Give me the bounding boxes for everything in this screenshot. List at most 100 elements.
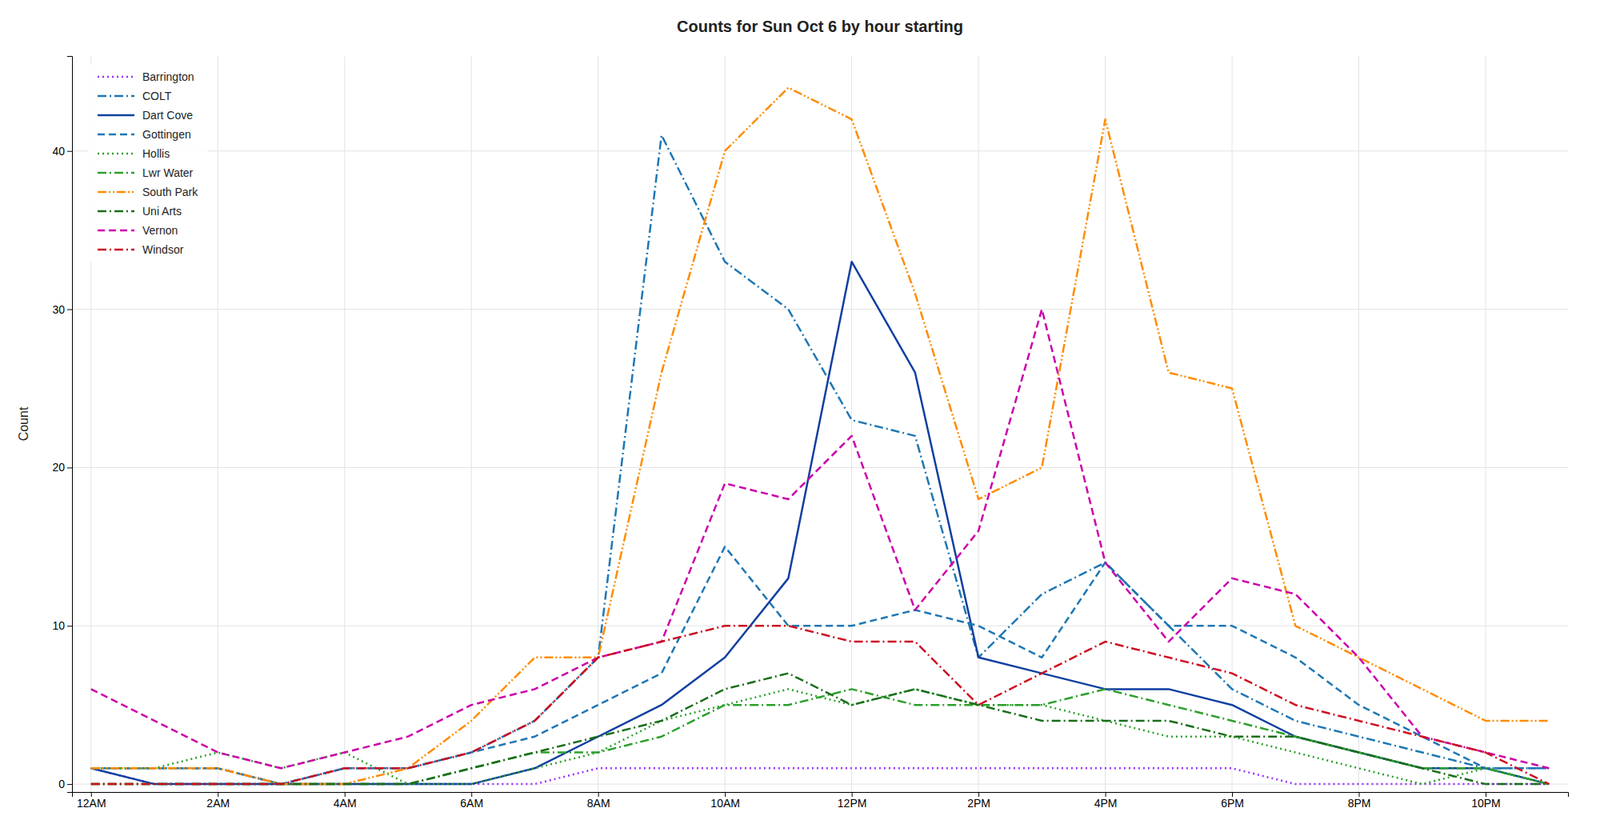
- legend-label: Gottingen: [142, 128, 192, 141]
- tick-label: 30: [52, 303, 65, 316]
- legend-item: Vernon: [97, 224, 178, 237]
- legend-label: COLT: [142, 89, 172, 103]
- legend-label: Hollis: [142, 147, 170, 160]
- grid-line-x: [471, 56, 472, 792]
- legend-swatch: [97, 76, 135, 79]
- tick: 20: [52, 460, 72, 474]
- tick-label: 8PM: [1348, 796, 1372, 810]
- grid-line-y: [72, 150, 1568, 152]
- legend-label: Vernon: [142, 224, 178, 237]
- grid-line-x: [724, 56, 726, 792]
- legend: Barrington COLT Dart Cove Gottingen Hollis Lw…: [88, 64, 208, 263]
- tick: 10AM: [710, 792, 740, 810]
- tick-label: 8AM: [587, 796, 611, 810]
- series-line: [91, 261, 1549, 784]
- series-line: [91, 673, 1549, 784]
- grid-line-x: [1104, 56, 1106, 792]
- legend-swatch: [97, 133, 135, 136]
- series-line: [91, 688, 1549, 784]
- tick: 10: [52, 619, 72, 632]
- tick-label: 4AM: [333, 796, 357, 810]
- grid-line-x: [597, 56, 599, 792]
- legend-background: [88, 64, 208, 263]
- legend-item: COLT: [97, 89, 172, 103]
- tick-mark: [67, 309, 72, 311]
- tick-label: 2PM: [967, 796, 991, 810]
- tick: 8PM: [1348, 792, 1372, 810]
- tick: 12PM: [837, 792, 868, 810]
- tick: 8AM: [587, 792, 611, 810]
- legend-item: South Park: [97, 185, 199, 199]
- legend-item: Uni Arts: [97, 204, 182, 218]
- y-axis-title: Count: [16, 406, 31, 441]
- y-axis: 0 10 20 30 40: [52, 56, 72, 793]
- tick-label: 4PM: [1094, 796, 1118, 810]
- tick-label: 20: [52, 460, 65, 474]
- plot-area: [91, 88, 1549, 785]
- tick: 6PM: [1220, 792, 1244, 810]
- series-line: [91, 625, 1549, 784]
- tick: 2PM: [967, 792, 991, 810]
- legend-label: Lwr Water: [142, 166, 194, 180]
- grid-line-x: [344, 56, 345, 792]
- legend-swatch: [97, 248, 135, 252]
- legend-swatch: [97, 95, 135, 98]
- legend-item: Barrington: [97, 70, 195, 84]
- grid-line-x: [1232, 56, 1233, 792]
- tick: 12AM: [76, 792, 107, 810]
- legend-item: Dart Cove: [97, 108, 193, 122]
- tick: 6AM: [460, 792, 484, 810]
- tick: 0: [58, 777, 72, 791]
- series-line: [91, 546, 1549, 784]
- tick: 4AM: [333, 792, 357, 810]
- tick-label: 12AM: [76, 796, 107, 810]
- tick: 10PM: [1471, 792, 1501, 810]
- title: Counts for Sun Oct 6 by hour starting: [676, 17, 964, 36]
- tick-label: 12PM: [837, 796, 868, 810]
- legend-label: Windsor: [142, 243, 184, 256]
- tick: 4PM: [1094, 792, 1118, 810]
- legend-swatch: [97, 114, 135, 117]
- tick: 30: [52, 303, 72, 316]
- tick-label: 10: [52, 619, 65, 632]
- tick-mark: [67, 784, 72, 785]
- legend-label: Barrington: [142, 70, 195, 84]
- series-line: [91, 309, 1549, 769]
- tick-label: 10PM: [1471, 796, 1501, 810]
- grid: [72, 56, 1568, 792]
- tick-mark: [67, 625, 72, 627]
- tick-mark: [67, 467, 72, 468]
- tick-label: 40: [52, 144, 65, 158]
- x-axis: 12AM 2AM 4AM 6AM 8AM 10AM 12PM 2PM 4PM 6PM 8PM 10PM: [72, 792, 1569, 810]
- legend-label: Dart Cove: [142, 108, 193, 122]
- series-line: [91, 88, 1549, 785]
- series-line: [91, 688, 1549, 784]
- series-line: [91, 135, 1549, 784]
- tick-label: 2AM: [206, 796, 230, 810]
- legend-swatch: [97, 172, 135, 175]
- legend-swatch: [97, 191, 135, 194]
- tick: 40: [52, 144, 72, 158]
- grid-line-x: [978, 56, 980, 792]
- chart: 12AM 2AM 4AM 6AM 8AM 10AM 12PM 2PM 4PM 6PM 8PM 10PM…: [0, 0, 1600, 840]
- axis-line: [72, 792, 1569, 798]
- legend-item: Lwr Water: [97, 166, 194, 180]
- grid-line-x: [1484, 56, 1486, 792]
- legend-item: Windsor: [97, 243, 184, 256]
- grid-line-x: [851, 56, 852, 792]
- axis-line: [67, 56, 73, 793]
- tick-label: 6PM: [1220, 796, 1244, 810]
- legend-label: South Park: [142, 185, 199, 199]
- tick-label: 10AM: [710, 796, 740, 810]
- tick-label: 0: [58, 777, 65, 791]
- legend-swatch: [97, 210, 135, 213]
- legend-swatch: [97, 229, 135, 232]
- legend-swatch: [97, 152, 135, 156]
- legend-item: Gottingen: [97, 128, 192, 141]
- legend-item: Hollis: [97, 147, 170, 160]
- tick-mark: [67, 151, 72, 152]
- grid-line-y: [72, 308, 1568, 310]
- legend-items: Barrington COLT Dart Cove Gottingen Hollis Lw…: [97, 70, 199, 256]
- tick: 2AM: [206, 792, 230, 810]
- legend-label: Uni Arts: [142, 204, 182, 218]
